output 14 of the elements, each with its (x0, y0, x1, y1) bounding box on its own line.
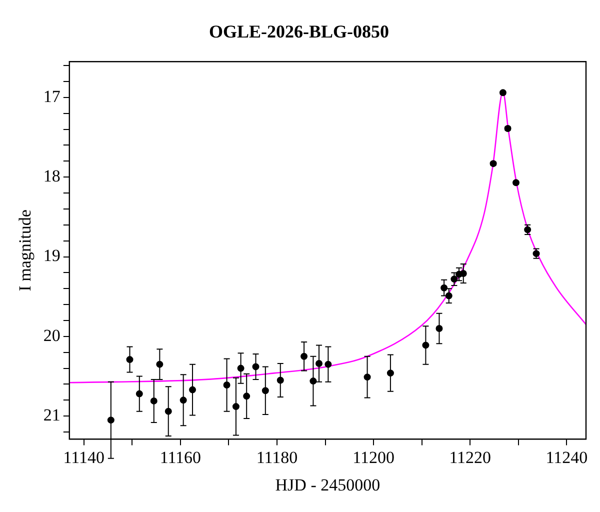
y-tick-label: 20 (43, 326, 60, 345)
y-tick-label: 21 (43, 406, 60, 425)
x-tick-label: 11220 (449, 448, 492, 467)
x-tick-label: 11180 (256, 448, 298, 467)
x-tick-label: 11160 (160, 448, 202, 467)
x-tick-label: 11200 (352, 448, 395, 467)
x-axis-title: HJD - 2450000 (275, 475, 380, 494)
y-axis-title: I magnitude (16, 210, 35, 292)
y-tick-label: 19 (43, 246, 60, 266)
chart-title: OGLE-2026-BLG-0850 (208, 21, 390, 42)
x-tick-label: 11140 (63, 448, 105, 467)
y-tick-label: 18 (43, 166, 60, 186)
y-tick-label: 17 (43, 86, 61, 106)
x-tick-label: 11240 (546, 448, 588, 467)
